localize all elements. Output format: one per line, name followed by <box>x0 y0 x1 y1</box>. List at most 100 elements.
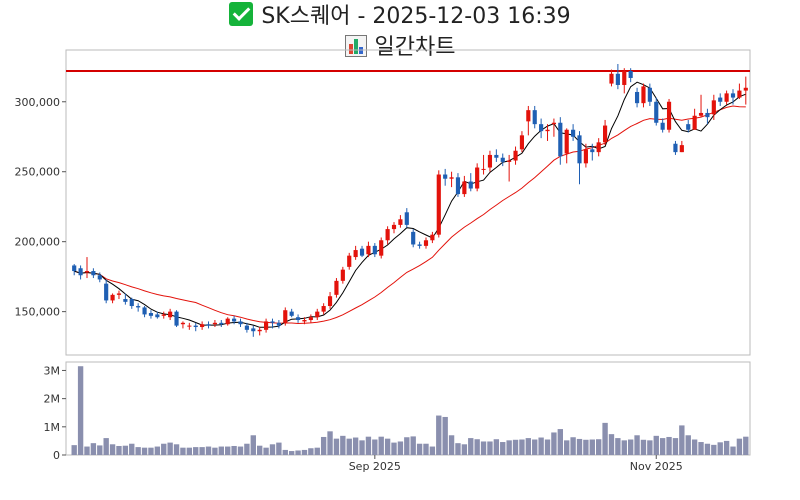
candle-body <box>730 93 736 98</box>
volume-bar <box>436 415 442 455</box>
candle-body <box>455 177 461 195</box>
candle-body <box>84 271 90 273</box>
price-plot-frame <box>65 49 751 356</box>
volume-bar <box>429 446 436 455</box>
volume-bar <box>116 445 122 455</box>
volume-bar <box>384 438 391 455</box>
candle-body <box>647 87 652 102</box>
volume-bar <box>352 437 359 455</box>
volume-bar <box>314 447 320 455</box>
volume-bar <box>596 439 602 455</box>
volume-bar <box>500 442 506 455</box>
candle-body <box>225 318 230 325</box>
candle-body <box>526 110 531 122</box>
volume-bar <box>109 444 116 455</box>
candle-body <box>577 135 582 164</box>
volume-bar <box>634 435 640 455</box>
volume-bar <box>263 447 269 455</box>
candle-body <box>423 240 429 246</box>
volume-bar <box>225 446 231 455</box>
volume-bar <box>327 431 333 455</box>
volume-bar <box>608 434 615 455</box>
candle-body <box>673 143 678 153</box>
volume-bar <box>90 443 97 455</box>
volume-bar <box>621 440 627 455</box>
volume-bar <box>474 439 480 455</box>
volume-bar <box>480 441 487 455</box>
candle-body <box>692 115 697 130</box>
candle-body <box>321 306 326 312</box>
volume-tick-label: 0 <box>53 449 60 462</box>
volume-bar <box>97 445 103 455</box>
candle-body <box>551 122 556 125</box>
candle-body <box>142 307 147 315</box>
ma5-line <box>74 81 746 328</box>
candle-body <box>666 101 672 130</box>
candle-body <box>232 318 237 322</box>
candle-body <box>78 268 83 276</box>
volume-bar <box>308 448 314 455</box>
volume-bar <box>199 447 205 455</box>
candle-body <box>743 87 748 91</box>
volume-bar <box>679 425 685 455</box>
candle-body <box>174 311 179 326</box>
candle-body <box>187 325 192 327</box>
candle-body <box>347 255 352 267</box>
volume-bar <box>301 449 308 455</box>
volume-bar <box>468 438 474 455</box>
candle-body <box>622 70 627 85</box>
candle-body <box>340 269 345 281</box>
candle-body <box>468 181 473 189</box>
candle-body <box>500 157 505 162</box>
candle-body <box>558 122 563 157</box>
volume-bar <box>282 449 288 455</box>
volume-bar <box>167 442 173 455</box>
candle-body <box>302 320 307 322</box>
volume-bar <box>685 435 691 455</box>
volume-bar <box>180 447 186 455</box>
candle-body <box>603 125 608 143</box>
candle-body <box>449 177 454 179</box>
volume-bar <box>576 438 583 455</box>
candle-body <box>110 294 115 301</box>
volume-bar <box>333 438 340 455</box>
candle-body <box>295 317 301 321</box>
candle-body <box>193 325 198 328</box>
volume-bar <box>627 439 634 455</box>
candle-body <box>206 324 211 326</box>
candle-body <box>641 86 646 104</box>
candle-body <box>532 110 537 125</box>
candle-body <box>123 299 128 302</box>
candle-body <box>308 317 313 321</box>
candle-body <box>129 299 134 307</box>
chart-subtitle-text: 일간차트 <box>374 35 456 60</box>
volume-bar <box>231 445 237 455</box>
volume-bar <box>461 444 468 455</box>
volume-bar <box>570 437 576 455</box>
volume-bar <box>359 440 365 455</box>
volume-tick-label: 2M <box>44 393 61 406</box>
volume-bar <box>397 441 404 455</box>
candle-body <box>507 160 512 162</box>
candle-body <box>398 219 403 225</box>
volume-bar <box>84 446 90 455</box>
candle-body <box>327 296 333 307</box>
volume-bar <box>448 435 455 455</box>
volume-bar <box>77 366 84 455</box>
candle-body <box>686 124 691 130</box>
candle-body <box>391 224 397 230</box>
volume-bar <box>193 447 199 455</box>
volume-bar <box>736 438 743 455</box>
volume-bar <box>666 436 672 455</box>
volume-bar <box>103 438 109 455</box>
volume-bar <box>711 444 717 455</box>
volume-bar <box>691 439 698 455</box>
candle-body <box>385 229 390 241</box>
candle-body <box>481 168 486 170</box>
volume-bar <box>129 443 135 455</box>
candle-body <box>711 100 716 115</box>
volume-bar <box>391 442 397 455</box>
candle-body <box>705 112 710 118</box>
candle-body <box>264 321 269 330</box>
candle-body <box>443 174 448 179</box>
